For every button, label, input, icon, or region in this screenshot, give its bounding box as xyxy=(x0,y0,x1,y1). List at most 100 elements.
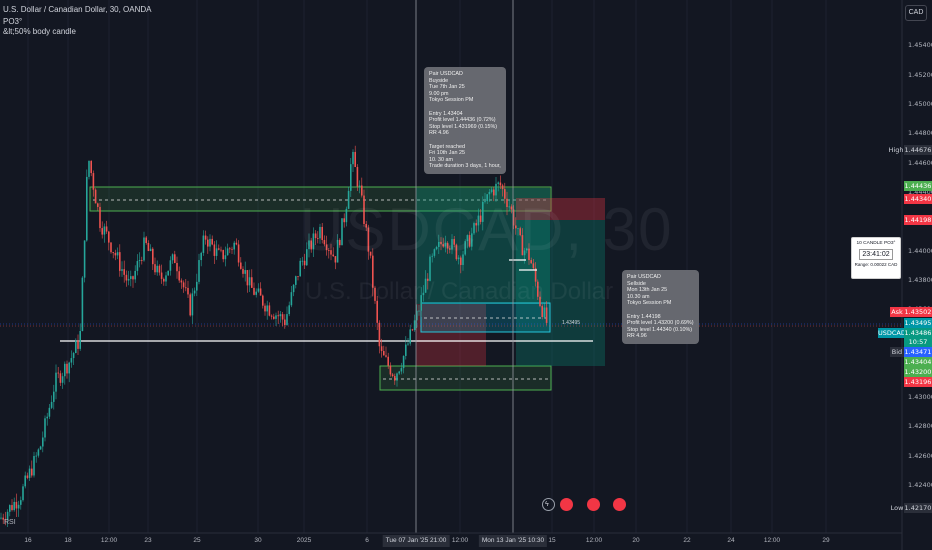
candle-body xyxy=(61,376,64,383)
time-axis-label: 22 xyxy=(683,537,691,544)
candle-body xyxy=(55,372,57,392)
candle-body xyxy=(297,276,299,278)
indicator-legend-body-candle[interactable]: &lt;50% body candle xyxy=(3,27,76,36)
candle-body xyxy=(90,160,92,174)
candle-body xyxy=(211,238,213,245)
candle-body xyxy=(378,322,381,347)
price-axis-label: 1.42400 xyxy=(908,480,932,489)
candle-body xyxy=(253,287,255,295)
candle-body xyxy=(123,269,125,275)
candle-body xyxy=(180,280,183,283)
candle-body xyxy=(416,310,418,321)
candle-body xyxy=(167,270,169,276)
candle-body xyxy=(510,206,513,210)
candle-body xyxy=(145,237,147,243)
entry-box[interactable] xyxy=(420,302,551,333)
candle-body xyxy=(64,363,66,377)
candle-body xyxy=(39,446,42,450)
candle-body xyxy=(103,226,106,235)
economic-event-icon[interactable] xyxy=(560,498,573,511)
candle-body xyxy=(81,277,84,332)
candle-body xyxy=(363,195,365,224)
candle-body xyxy=(114,253,117,256)
candle-body xyxy=(79,331,81,349)
candle-body xyxy=(187,287,189,295)
candle-body xyxy=(464,241,466,255)
candle-body xyxy=(200,252,202,261)
candle-body xyxy=(112,252,114,254)
candle-body xyxy=(328,250,330,251)
candle-body xyxy=(176,262,178,272)
candle-body xyxy=(387,356,389,366)
candle-body xyxy=(482,201,484,222)
buyside-zone[interactable] xyxy=(89,186,552,212)
candle-body xyxy=(501,185,504,190)
candle-body xyxy=(193,290,196,294)
indicator-legend-po3[interactable]: PO3° xyxy=(3,17,23,26)
candle-body xyxy=(26,475,29,478)
candle-countdown: 10:57 xyxy=(904,337,932,347)
candle-body xyxy=(449,248,451,250)
candle-body xyxy=(255,291,257,295)
candle-body xyxy=(336,239,339,263)
bid-value-tag: 1.43471 xyxy=(904,347,932,357)
long-stop-zone[interactable] xyxy=(416,304,486,366)
candle-body xyxy=(147,242,150,251)
economic-event-icon[interactable] xyxy=(613,498,626,511)
watermark-name: U.S. Dollar / Canadian Dollar xyxy=(305,278,614,305)
candle-body xyxy=(174,254,176,263)
candle-body xyxy=(50,401,53,408)
price-tag-3: 1.44198 xyxy=(904,215,932,225)
trade-note-buyside[interactable]: Pair USDCAD Buyside Tue 7th Jan 25 9.00 … xyxy=(424,67,506,174)
candle-body xyxy=(343,218,345,223)
short-stop-zone[interactable] xyxy=(516,198,605,220)
candle-body xyxy=(237,244,240,263)
candle-body xyxy=(143,237,145,261)
candle-body xyxy=(471,233,473,247)
candle-body xyxy=(165,275,167,282)
candle-body xyxy=(339,239,341,246)
candle-body xyxy=(83,240,86,278)
candle-body xyxy=(473,223,475,234)
candle-body xyxy=(389,365,392,375)
candle-body xyxy=(209,238,211,247)
candle-body xyxy=(196,281,198,291)
candle-body xyxy=(53,391,55,402)
high-label: High xyxy=(888,146,904,154)
candle-body xyxy=(125,274,128,281)
candle-body xyxy=(240,262,242,269)
price-tag-1: 1.44436 xyxy=(904,181,932,191)
candle-body xyxy=(134,270,136,280)
sellside-zone[interactable] xyxy=(379,365,552,391)
candle-body xyxy=(284,319,286,325)
candle-body xyxy=(376,300,378,323)
candle-body xyxy=(24,475,26,487)
candle-body xyxy=(277,315,279,317)
candle-body xyxy=(198,260,200,282)
candle-body xyxy=(475,223,477,226)
trade-note-sellside[interactable]: Pair USDCAD Sellside Mon 13th Jan 25 10.… xyxy=(622,270,699,344)
candle-body xyxy=(77,340,79,349)
currency-button[interactable]: CAD xyxy=(905,5,927,21)
price-tag-4: 1.43495 xyxy=(904,318,932,328)
candle-body xyxy=(22,486,24,501)
candle-body xyxy=(66,363,68,374)
watermark-ticker: USDCAD, 30 xyxy=(300,196,674,263)
candle-body xyxy=(539,296,541,307)
candle-body xyxy=(323,240,326,245)
candles xyxy=(0,145,548,527)
flash-icon[interactable]: ϟ xyxy=(542,498,555,511)
time-axis-label: 15 xyxy=(548,537,556,544)
short-profit-zone[interactable] xyxy=(516,220,605,366)
rsi-pane-label[interactable]: RSI xyxy=(4,519,16,526)
candle-body xyxy=(477,215,480,226)
price-axis-label: 1.44800 xyxy=(908,129,932,138)
economic-event-icon[interactable] xyxy=(587,498,600,511)
price-axis-label: 1.42800 xyxy=(908,422,932,431)
candle-body xyxy=(37,449,40,456)
po3-info-box: 10 CANDLE PO3° 23:41:02 Range: 0.00022 C… xyxy=(851,237,901,279)
symbol-legend[interactable]: U.S. Dollar / Canadian Dollar, 30, OANDA xyxy=(3,5,152,14)
price-tag-6: 1.43200 xyxy=(904,367,932,377)
candle-body xyxy=(438,241,440,247)
